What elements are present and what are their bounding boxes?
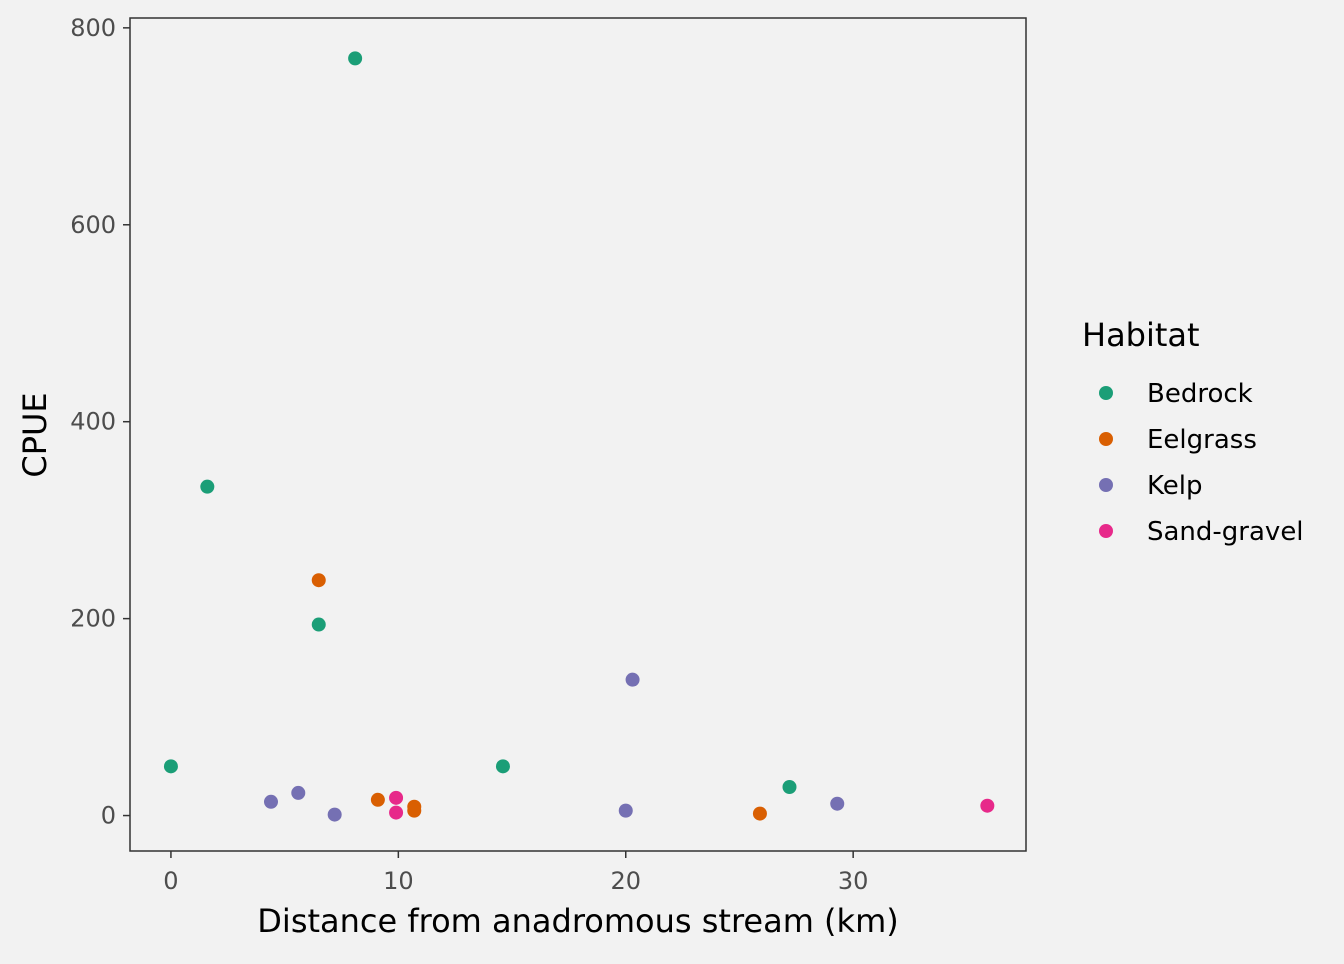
x-tick-label: 0: [163, 867, 178, 895]
data-point-bedrock: [311, 617, 326, 632]
data-point-eelgrass: [407, 803, 422, 818]
y-tick-label: 800: [70, 14, 116, 42]
data-point-kelp: [625, 672, 640, 687]
legend-key-sand-gravel: [1099, 524, 1113, 538]
legend-label-eelgrass: Eelgrass: [1147, 425, 1257, 455]
y-tick-label: 0: [101, 802, 116, 830]
data-point-bedrock: [782, 779, 797, 794]
data-point-sand-gravel: [389, 805, 404, 820]
data-point-kelp: [263, 794, 278, 809]
data-point-kelp: [291, 785, 306, 800]
data-point-eelgrass: [311, 573, 326, 588]
legend-key-eelgrass: [1099, 432, 1113, 446]
y-tick-label: 200: [70, 605, 116, 633]
y-tick-label: 400: [70, 408, 116, 436]
y-tick-label: 600: [70, 211, 116, 239]
plot-panel-border: [129, 17, 1027, 852]
data-point-eelgrass: [370, 792, 385, 807]
data-point-sand-gravel: [389, 790, 404, 805]
data-points: [163, 51, 995, 822]
data-point-eelgrass: [752, 806, 767, 821]
x-tick-label: 30: [838, 867, 869, 895]
data-point-bedrock: [163, 759, 178, 774]
x-tick-label: 10: [383, 867, 414, 895]
data-point-bedrock: [200, 479, 215, 494]
x-axis-title: Distance from anadromous stream (km): [257, 902, 898, 940]
legend-label-sand-gravel: Sand-gravel: [1147, 517, 1304, 547]
data-point-kelp: [618, 803, 633, 818]
legend-label-bedrock: Bedrock: [1147, 379, 1253, 409]
legend-title: Habitat: [1082, 316, 1200, 354]
legend-key-kelp: [1099, 478, 1113, 492]
legend-label-kelp: Kelp: [1147, 471, 1202, 501]
data-point-bedrock: [495, 759, 510, 774]
data-point-sand-gravel: [980, 798, 995, 813]
y-axis-title: CPUE: [16, 392, 54, 477]
x-tick-label: 20: [610, 867, 641, 895]
data-point-bedrock: [348, 51, 363, 66]
legend-key-bedrock: [1099, 386, 1113, 400]
legend: Habitat Bedrock Eelgrass Kelp Sand-gravel: [1082, 316, 1304, 547]
data-point-kelp: [327, 807, 342, 822]
data-point-kelp: [830, 796, 845, 811]
axes: 0 10 20 30 0 200 400 600 800: [70, 14, 1027, 895]
